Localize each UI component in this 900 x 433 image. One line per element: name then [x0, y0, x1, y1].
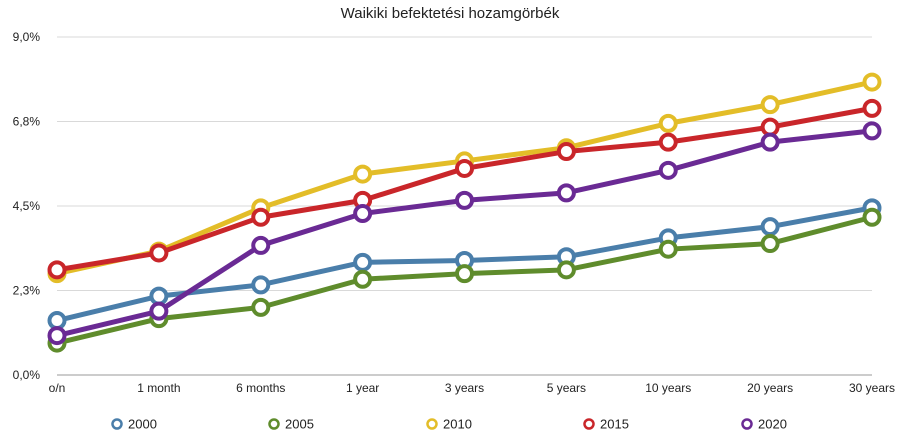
data-point — [556, 183, 576, 203]
legend-label: 2020 — [758, 417, 787, 432]
data-point — [556, 260, 576, 280]
data-point — [251, 207, 271, 227]
data-point — [556, 142, 576, 162]
legend-marker — [426, 418, 438, 430]
data-point — [760, 217, 780, 237]
data-point — [760, 117, 780, 137]
legend-item: 2020 — [741, 417, 787, 432]
legend-item: 2010 — [426, 417, 472, 432]
legend-item: 2000 — [111, 417, 157, 432]
legend: 2000 2005 2010 2015 2020 — [111, 417, 787, 432]
data-point — [47, 260, 67, 280]
data-point — [760, 95, 780, 115]
series-2005 — [47, 207, 882, 353]
legend-label: 2005 — [285, 417, 314, 432]
data-point — [47, 326, 67, 346]
legend-item: 2005 — [268, 417, 314, 432]
data-point — [47, 311, 67, 331]
legend-label: 2010 — [443, 417, 472, 432]
data-point — [760, 132, 780, 152]
series-2020 — [47, 121, 882, 346]
x-tick-label: 10 years — [645, 381, 691, 395]
data-point — [353, 269, 373, 289]
y-tick-label: 2,3% — [13, 284, 41, 298]
data-point — [658, 160, 678, 180]
data-point — [149, 286, 169, 306]
data-point — [658, 132, 678, 152]
y-tick-label: 6,8% — [13, 115, 41, 129]
x-tick-label: 6 months — [236, 381, 285, 395]
data-point — [353, 204, 373, 224]
data-point — [251, 235, 271, 255]
legend-marker — [583, 418, 595, 430]
y-tick-label: 0,0% — [13, 368, 41, 382]
legend-label: 2000 — [128, 417, 157, 432]
x-tick-label: 30 years — [849, 381, 895, 395]
legend-marker — [111, 418, 123, 430]
series-lines — [47, 72, 882, 353]
x-tick-label: 5 years — [547, 381, 586, 395]
x-tick-label: 3 years — [445, 381, 484, 395]
series-2015 — [47, 98, 882, 280]
data-point — [455, 158, 474, 178]
data-point — [862, 72, 882, 92]
data-point — [658, 239, 678, 259]
chart-title: Waikiki befektetési hozamgörbék — [341, 5, 560, 22]
data-point — [455, 264, 474, 284]
legend-label: 2015 — [600, 417, 629, 432]
data-point — [862, 98, 882, 118]
data-point — [353, 164, 373, 184]
data-point — [251, 275, 271, 295]
data-point — [149, 243, 169, 263]
legend-marker — [741, 418, 753, 430]
data-point — [353, 252, 373, 272]
legend-marker — [268, 418, 280, 430]
data-point — [251, 297, 271, 317]
x-tick-label: 1 year — [346, 381, 379, 395]
x-tick-label: 1 month — [137, 381, 180, 395]
x-axis-ticks: o/n 1 month 6 months 1 year 3 years 5 years 10… — [49, 381, 895, 395]
data-point — [760, 234, 780, 254]
data-point — [658, 113, 678, 133]
data-point — [862, 121, 882, 141]
y-axis-ticks: 0,0% 2,3% 4,5% 6,8% 9,0% — [13, 30, 41, 382]
data-point — [455, 190, 474, 210]
data-point — [149, 301, 169, 321]
legend-item: 2015 — [583, 417, 629, 432]
y-tick-label: 4,5% — [13, 199, 41, 213]
series-2000 — [47, 198, 882, 331]
data-point — [862, 207, 882, 227]
x-tick-label: 20 years — [747, 381, 793, 395]
x-tick-label: o/n — [49, 381, 66, 395]
y-tick-label: 9,0% — [13, 30, 41, 44]
